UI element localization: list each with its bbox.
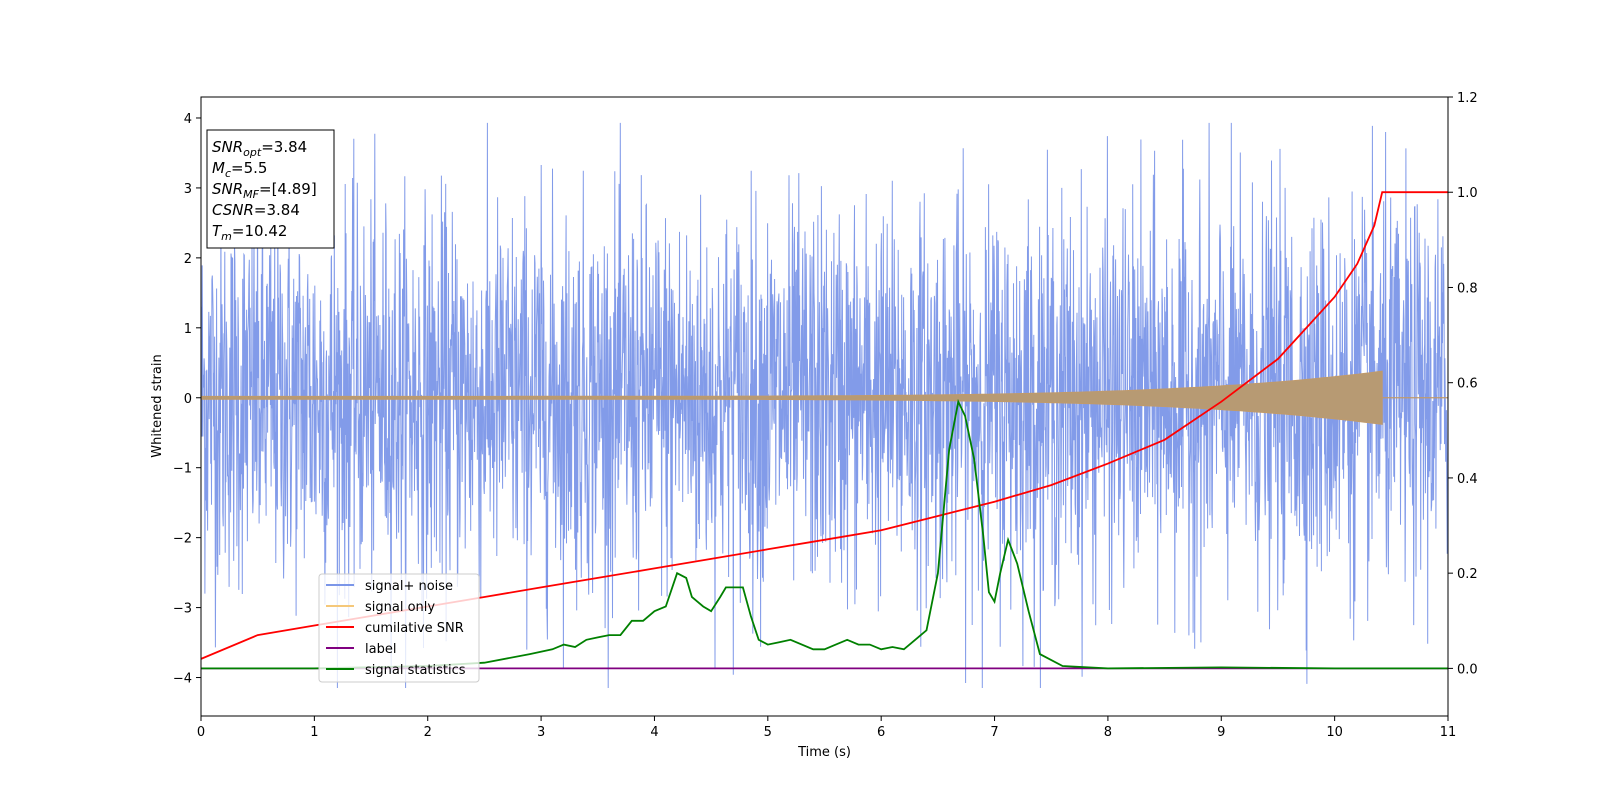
y-axis-right: 0.0 0.2 0.4 0.6 0.8 1.0 1.2 xyxy=(1448,91,1478,677)
info-box-frame xyxy=(206,129,335,249)
y-tick-label: 2 xyxy=(184,252,192,267)
plot-frame xyxy=(200,96,1449,717)
y-axis-left: −4 −3 −2 −1 0 1 2 3 4 xyxy=(173,112,201,687)
x-tick-label: 6 xyxy=(877,725,885,740)
legend-label: signal statistics xyxy=(365,663,466,678)
info-line: SNRMF=[4.89] xyxy=(212,180,317,201)
signal-only-band xyxy=(201,370,1383,425)
legend-label: label xyxy=(365,642,396,657)
y2-tick-label: 0.8 xyxy=(1457,281,1478,296)
x-tick-label: 0 xyxy=(197,725,205,740)
legend-label: cumilative SNR xyxy=(365,621,464,636)
x-tick-label: 11 xyxy=(1440,725,1457,740)
legend-label: signal only xyxy=(365,600,435,615)
x-tick-label: 5 xyxy=(764,725,772,740)
x-tick-label: 9 xyxy=(1217,725,1225,740)
y-tick-label: 0 xyxy=(184,392,192,407)
x-tick-label: 7 xyxy=(990,725,998,740)
x-tick-label: 1 xyxy=(310,725,318,740)
x-tick-label: 10 xyxy=(1326,725,1343,740)
y2-tick-label: 0.6 xyxy=(1457,377,1478,392)
signal-statistics-line xyxy=(201,398,1448,670)
x-axis: 0 1 2 3 4 5 6 7 8 9 10 11 xyxy=(197,716,1456,740)
x-axis-label: Time (s) xyxy=(797,745,851,760)
x-tick-label: 8 xyxy=(1104,725,1112,740)
y2-tick-label: 1.2 xyxy=(1457,91,1478,106)
info-line: SNRopt=3.84 xyxy=(212,138,307,159)
signal-noise-series xyxy=(201,122,1448,689)
legend: signal+ noise signal only cumilative SNR la… xyxy=(318,573,480,683)
y2-tick-label: 1.0 xyxy=(1457,186,1478,201)
y-tick-label: −4 xyxy=(173,672,192,687)
y-tick-label: −2 xyxy=(173,532,192,547)
legend-label: signal+ noise xyxy=(365,579,453,594)
info-line: Tm=10.42 xyxy=(212,222,287,243)
x-tick-label: 4 xyxy=(650,725,658,740)
y2-tick-label: 0.0 xyxy=(1457,662,1478,677)
y2-tick-label: 0.2 xyxy=(1457,567,1478,582)
y-axis-label: Whitened strain xyxy=(150,354,165,457)
info-line: Mc=5.5 xyxy=(212,159,267,180)
signal-only-series xyxy=(201,370,1448,425)
y-tick-label: 1 xyxy=(184,322,192,337)
info-line: CSNR=3.84 xyxy=(212,201,300,219)
y2-tick-label: 0.4 xyxy=(1457,472,1478,487)
y-tick-label: −1 xyxy=(173,462,192,477)
y-tick-label: −3 xyxy=(173,602,192,617)
y-tick-label: 4 xyxy=(184,112,192,127)
legend-frame xyxy=(318,573,480,683)
signal-noise-line xyxy=(201,122,1448,689)
x-tick-label: 2 xyxy=(424,725,432,740)
y-tick-label: 3 xyxy=(184,182,192,197)
x-tick-label: 3 xyxy=(537,725,545,740)
